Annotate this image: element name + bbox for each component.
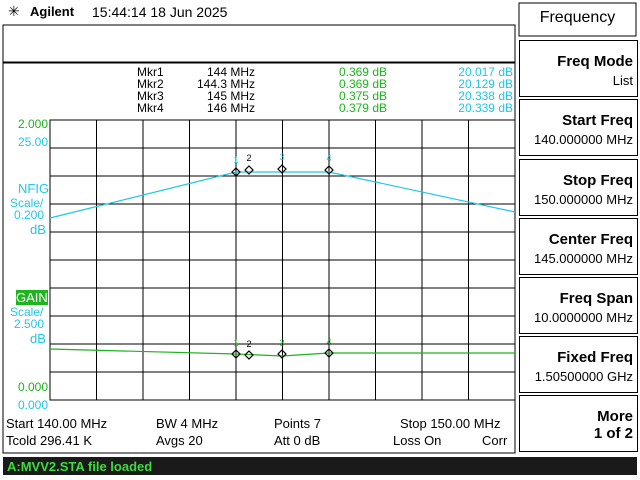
marker-cell: 0.369 dB: [338, 65, 387, 79]
marker-tag: 2: [246, 153, 251, 163]
plot-panel: [2, 62, 516, 454]
marker-cell: 20.017 dB: [458, 65, 513, 79]
marker-tag: 3: [279, 338, 284, 348]
marker-tag: 1: [233, 338, 238, 348]
softkey[interactable]: Stop Freq 150.000000 MHz: [519, 159, 638, 216]
marker-cell: 20.339 dB: [458, 101, 513, 115]
softkey-value: 1.50500000 GHz: [534, 369, 633, 384]
nfig-scale: Scale/: [10, 196, 44, 210]
gain-label: GAIN: [16, 290, 48, 305]
softkey-value: 1 of 2: [593, 425, 633, 442]
marker-cell: 145 MHz: [206, 89, 255, 103]
marker-cell: 20.338 dB: [458, 89, 513, 103]
marker-cell: Mkr4: [137, 101, 164, 115]
stop: Stop 150.00 MHz: [400, 416, 501, 431]
softkey-label: Freq Mode: [557, 53, 633, 70]
marker-tag: 3: [279, 152, 284, 162]
nfig-scale-value: 0.200: [14, 208, 45, 222]
softkey-value: 140.000000 MHz: [533, 132, 633, 147]
softkey-label: Stop Freq: [563, 172, 633, 189]
marker-cell: 20.129 dB: [458, 77, 513, 91]
marker-cell: Mkr2: [137, 77, 164, 91]
nfig-label: NFIG: [18, 181, 50, 196]
softkey-label: Start Freq: [562, 112, 633, 129]
marker-diamonds: [231, 164, 334, 360]
marker-tag: 1: [233, 155, 238, 165]
marker-cell: Mkr1: [137, 65, 164, 79]
softkey-value: 150.000000 MHz: [533, 192, 633, 207]
gain-scale-value: 2.500: [14, 317, 45, 331]
status-bar: [3, 457, 637, 475]
menu-title-box: [518, 2, 637, 37]
softkey-value: List: [612, 73, 633, 88]
nfig-unit: dB: [30, 222, 46, 237]
marker-cell: 0.369 dB: [338, 77, 387, 91]
softkey[interactable]: Center Freq 145.000000 MHz: [519, 218, 638, 275]
marker-tag: 2: [246, 339, 251, 349]
marker-cell: 144 MHz: [206, 65, 255, 79]
points: Points 7: [274, 416, 321, 431]
softkey-value: 145.000000 MHz: [533, 251, 633, 266]
loss: Loss On: [393, 433, 442, 448]
marker-cell: Mkr3: [137, 89, 164, 103]
marker-cell: 144.3 MHz: [196, 77, 255, 91]
nfig-top: 25.00: [18, 135, 49, 149]
bw: BW 4 MHz: [156, 416, 219, 431]
softkey-label: Fixed Freq: [557, 349, 633, 366]
menu-title: Frequency: [539, 9, 616, 26]
marker-cell: 146 MHz: [206, 101, 255, 115]
gain-bottom: 0.000: [18, 380, 49, 394]
softkey[interactable]: More 1 of 2: [519, 395, 638, 452]
gain-scale: Scale/: [10, 305, 44, 319]
marker-tag: 4: [326, 153, 331, 163]
nfig-bottom: 0.000: [18, 398, 49, 412]
brand: Agilent: [30, 4, 75, 19]
softkey-label: More: [597, 408, 633, 425]
datetime: 15:44:14 18 Jun 2025: [92, 4, 228, 20]
grid: [49, 119, 516, 401]
att: Att 0 dB: [274, 433, 321, 448]
softkey[interactable]: Fixed Freq 1.50500000 GHz: [519, 336, 638, 393]
softkey-label: Center Freq: [548, 231, 633, 248]
gain-trace: [49, 348, 515, 357]
gain-unit: dB: [30, 331, 46, 346]
softkey-label: Freq Span: [559, 290, 633, 307]
softkey[interactable]: Freq Span 10.0000000 MHz: [519, 277, 638, 334]
start: Start 140.00 MHz: [6, 416, 108, 431]
marker-tag: 4: [326, 337, 331, 347]
corr: Corr: [482, 433, 508, 448]
softkey[interactable]: Start Freq 140.000000 MHz: [519, 99, 638, 156]
marker-cell: 0.379 dB: [338, 101, 387, 115]
softkey-value: 10.0000000 MHz: [533, 310, 633, 325]
status-text: A:MVV2.STA file loaded: [7, 459, 153, 474]
tcold: Tcold 296.41 K: [6, 433, 93, 448]
logo: ✳: [8, 3, 20, 19]
avgs: Avgs 20: [156, 433, 203, 448]
softkey[interactable]: Freq Mode List: [519, 40, 638, 97]
marker-cell: 0.375 dB: [338, 89, 387, 103]
marker-table: Mkr1 144 MHz 0.369 dB 20.017 dB Mkr2 144.3 MH…: [0, 66, 515, 114]
entry-box: [2, 24, 516, 63]
gain-top: 2.000: [18, 117, 49, 131]
